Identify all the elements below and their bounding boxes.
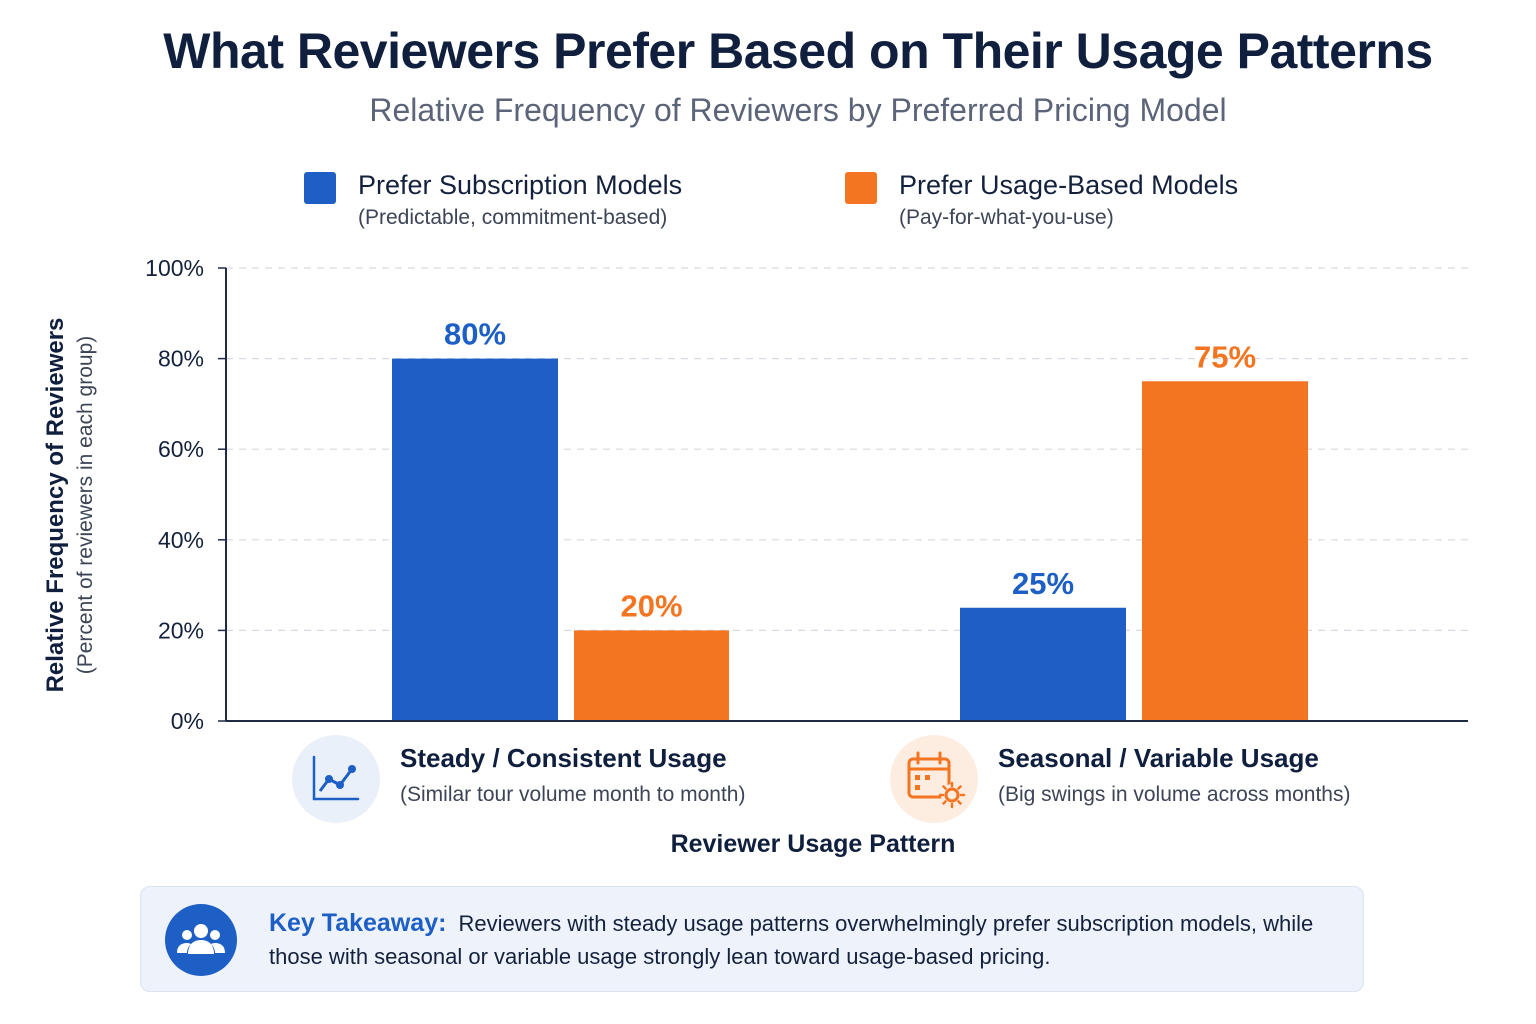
y-tick-label: 100% — [145, 255, 204, 281]
chart-title: What Reviewers Prefer Based on Their Usa… — [163, 23, 1433, 79]
bar — [1142, 381, 1308, 721]
line-trend-icon — [292, 735, 380, 823]
category-name: Steady / Consistent Usage — [400, 743, 727, 773]
bar-value-label: 20% — [620, 588, 682, 623]
y-tick-label: 40% — [158, 527, 204, 553]
bar — [960, 607, 1126, 721]
legend-description: (Pay-for-what-you-use) — [899, 206, 1114, 229]
legend-name: Prefer Subscription Models — [358, 170, 683, 200]
legend-swatch-usage-based — [845, 172, 877, 204]
takeaway-label: Key Takeaway: — [269, 909, 447, 937]
bar-value-label: 25% — [1012, 566, 1074, 601]
people-group-icon — [165, 904, 237, 976]
bar-value-label: 80% — [444, 317, 506, 352]
y-tick-label: 60% — [158, 436, 204, 462]
bar — [392, 358, 558, 721]
y-tick-label: 20% — [158, 617, 204, 643]
calendar-sun-icon — [890, 735, 978, 823]
category-description: (Big swings in volume across months) — [998, 783, 1351, 806]
y-tick-label: 80% — [158, 346, 204, 372]
x-axis-title: Reviewer Usage Pattern — [670, 830, 956, 858]
legend-description: (Predictable, commitment-based) — [358, 206, 668, 229]
category-name: Seasonal / Variable Usage — [998, 743, 1319, 773]
bar-value-label: 75% — [1194, 339, 1256, 374]
bar — [574, 630, 729, 721]
y-axis-title: Relative Frequency of Reviewers — [42, 317, 69, 693]
legend-name: Prefer Usage-Based Models — [899, 170, 1239, 200]
chart-subtitle: Relative Frequency of Reviewers by Prefe… — [369, 92, 1227, 128]
category-description: (Similar tour volume month to month) — [400, 783, 746, 806]
y-tick-label: 0% — [171, 708, 204, 734]
takeaway-text: Key Takeaway: Reviewers with steady usag… — [269, 907, 1349, 973]
takeaway-body: Reviewers with steady usage patterns ove… — [269, 911, 1314, 969]
legend-swatch-subscription — [304, 172, 336, 204]
y-axis-subtitle: (Percent of reviewers in each group) — [74, 335, 97, 675]
key-takeaway-panel: Key Takeaway: Reviewers with steady usag… — [140, 886, 1364, 992]
